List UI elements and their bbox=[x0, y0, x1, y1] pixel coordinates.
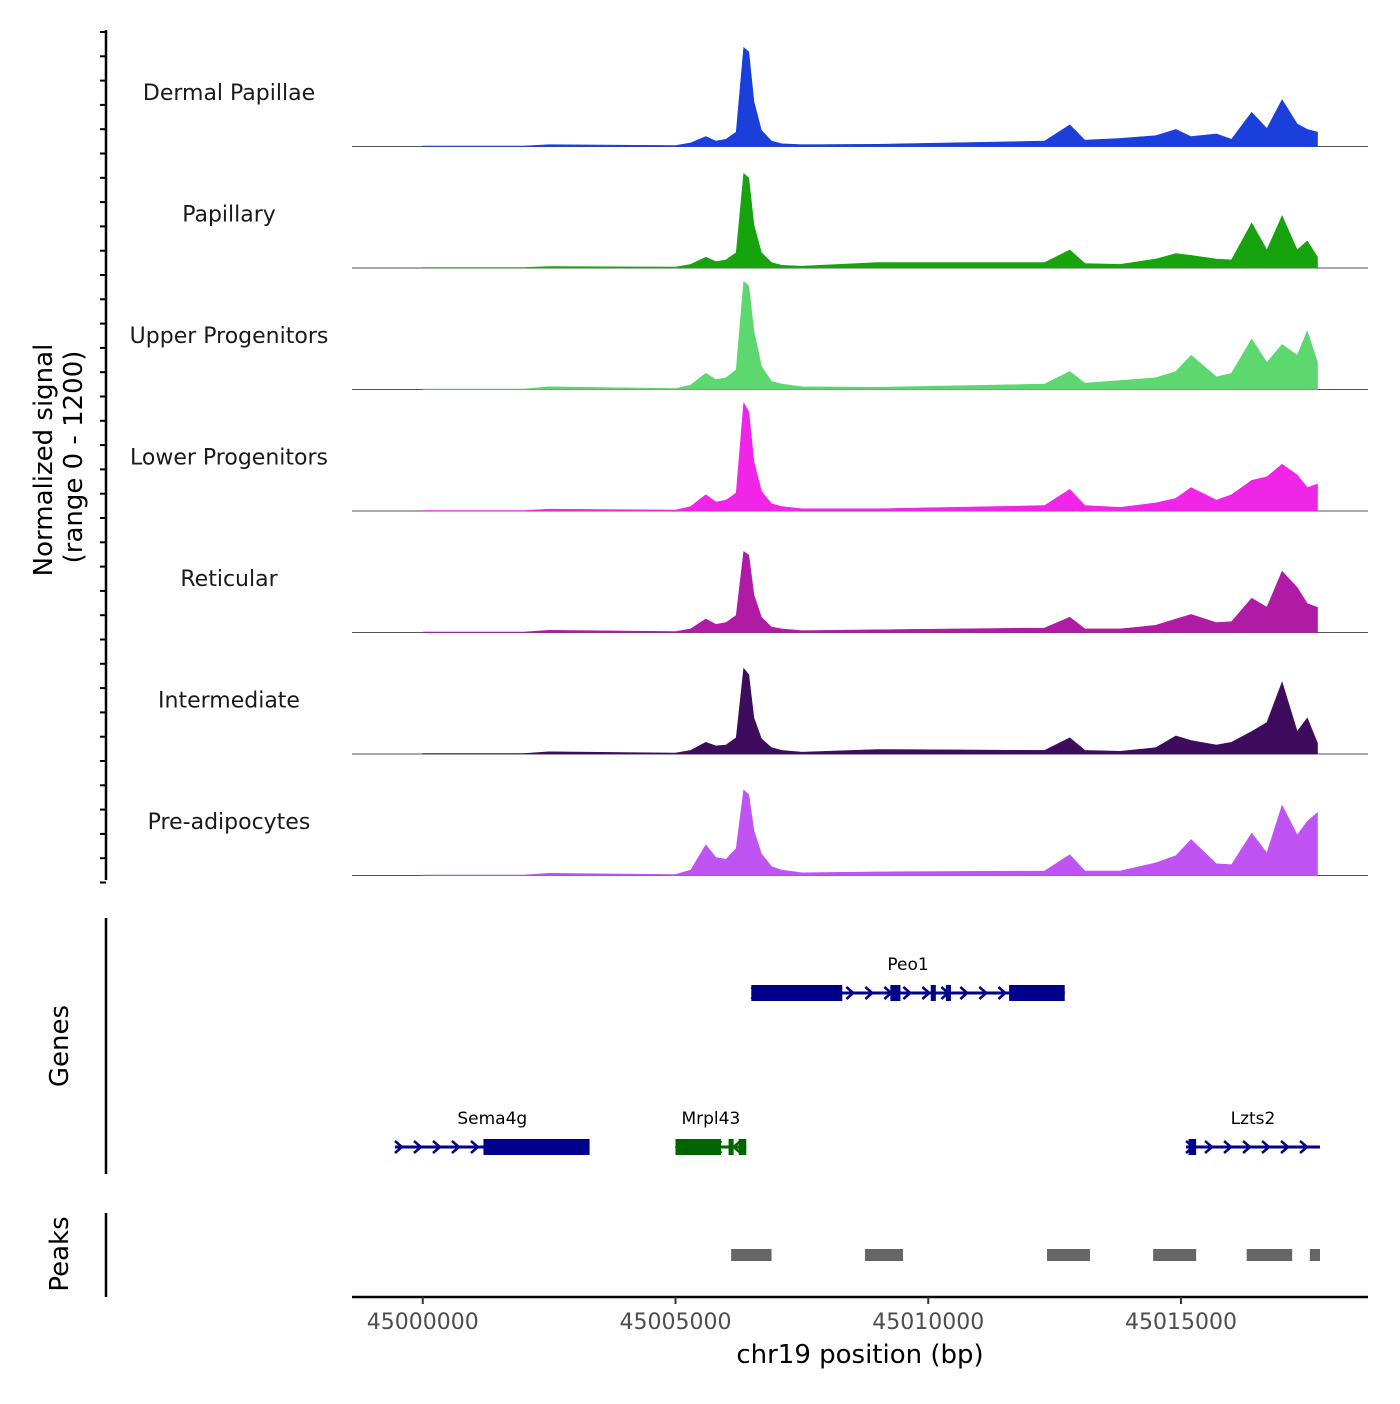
track-label-dermal-papillae: Dermal Papillae bbox=[143, 81, 315, 106]
exon-peo1 bbox=[1009, 985, 1065, 1001]
coverage-area-intermediate bbox=[422, 667, 1318, 755]
gene-label-peo1: Peo1 bbox=[887, 955, 928, 975]
peak-region bbox=[1309, 1249, 1320, 1261]
exon-mrpl43 bbox=[675, 1139, 721, 1155]
strand-arrow-peo1 bbox=[978, 986, 989, 1000]
track-label-reticular: Reticular bbox=[180, 567, 278, 592]
peak-region bbox=[731, 1249, 772, 1261]
strand-arrow-peo1 bbox=[845, 986, 856, 1000]
peak-track bbox=[104, 1213, 1320, 1297]
coverage-area-dermal-papillae bbox=[422, 46, 1318, 147]
strand-arrow-peo1 bbox=[864, 986, 875, 1000]
strand-arrow-lzts2 bbox=[1242, 1140, 1252, 1154]
strand-arrow-peo1 bbox=[997, 986, 1008, 1000]
exon-lzts2 bbox=[1188, 1139, 1197, 1155]
coverage-area-pre-adipocytes bbox=[422, 789, 1318, 876]
y-axis-label-line2: (range 0 - 1200) bbox=[59, 351, 89, 564]
peak-region bbox=[1047, 1249, 1090, 1261]
track-label-lower-progenitors: Lower Progenitors bbox=[130, 446, 328, 471]
strand-arrow-lzts2 bbox=[1223, 1140, 1233, 1154]
exon-mrpl43 bbox=[738, 1139, 747, 1155]
x-tick-label: 45010000 bbox=[872, 1310, 984, 1335]
exon-peo1 bbox=[945, 985, 951, 1001]
exon-peo1 bbox=[930, 985, 936, 1001]
gene-label-mrpl43: Mrpl43 bbox=[681, 1109, 740, 1129]
strand-arrow-sema4g bbox=[470, 1140, 480, 1154]
track-label-papillary: Papillary bbox=[182, 203, 276, 228]
strand-arrow-lzts2 bbox=[1299, 1140, 1309, 1154]
coverage-area-lower-progenitors bbox=[422, 402, 1318, 512]
x-tick-label: 45015000 bbox=[1125, 1310, 1237, 1335]
strand-arrow-lzts2 bbox=[1261, 1140, 1271, 1154]
strand-arrow-lzts2 bbox=[1204, 1140, 1214, 1154]
gene-label-lzts2: Lzts2 bbox=[1231, 1109, 1276, 1129]
peak-region bbox=[865, 1249, 903, 1261]
y-axis-label-line1: Normalized signal bbox=[29, 344, 59, 577]
coverage-area-papillary bbox=[422, 172, 1318, 269]
signal-y-axis bbox=[100, 30, 108, 884]
track-label-upper-progenitors: Upper Progenitors bbox=[130, 324, 329, 349]
gene-label-sema4g: Sema4g bbox=[457, 1109, 527, 1129]
exon-sema4g bbox=[483, 1139, 590, 1155]
exon-peo1 bbox=[890, 985, 901, 1001]
exon-mrpl43 bbox=[728, 1139, 734, 1155]
strand-arrow-lzts2 bbox=[1280, 1140, 1290, 1154]
peak-region bbox=[1246, 1249, 1293, 1261]
x-tick-label: 45005000 bbox=[620, 1310, 732, 1335]
peak-region bbox=[1153, 1249, 1197, 1261]
strand-arrow-sema4g bbox=[451, 1140, 461, 1154]
gene-track: Peo1 Sema4g Mrpl43 Lzts2 bbox=[104, 918, 1320, 1174]
coverage-area-upper-progenitors bbox=[422, 280, 1318, 390]
strand-arrow-peo1 bbox=[902, 986, 913, 1000]
position-x-axis: 45000000 45005000 45010000 45015000 bbox=[352, 1295, 1368, 1335]
x-axis-label: chr19 position (bp) bbox=[736, 1340, 983, 1370]
strand-arrow-peo1 bbox=[959, 986, 970, 1000]
track-label-pre-adipocytes: Pre-adipocytes bbox=[148, 810, 311, 835]
coverage-tracks: Dermal Papillae Papillary Upper Progenitor… bbox=[130, 46, 1368, 876]
genes-track-label: Genes bbox=[45, 1005, 75, 1087]
strand-arrow-sema4g bbox=[394, 1140, 404, 1154]
x-tick-label: 45000000 bbox=[367, 1310, 479, 1335]
track-label-intermediate: Intermediate bbox=[158, 689, 300, 714]
coverage-area-reticular bbox=[422, 550, 1318, 633]
strand-arrow-peo1 bbox=[921, 986, 932, 1000]
strand-arrow-sema4g bbox=[413, 1140, 423, 1154]
exon-peo1 bbox=[751, 985, 843, 1001]
strand-arrow-sema4g bbox=[432, 1140, 442, 1154]
peaks-track-label: Peaks bbox=[45, 1216, 75, 1291]
